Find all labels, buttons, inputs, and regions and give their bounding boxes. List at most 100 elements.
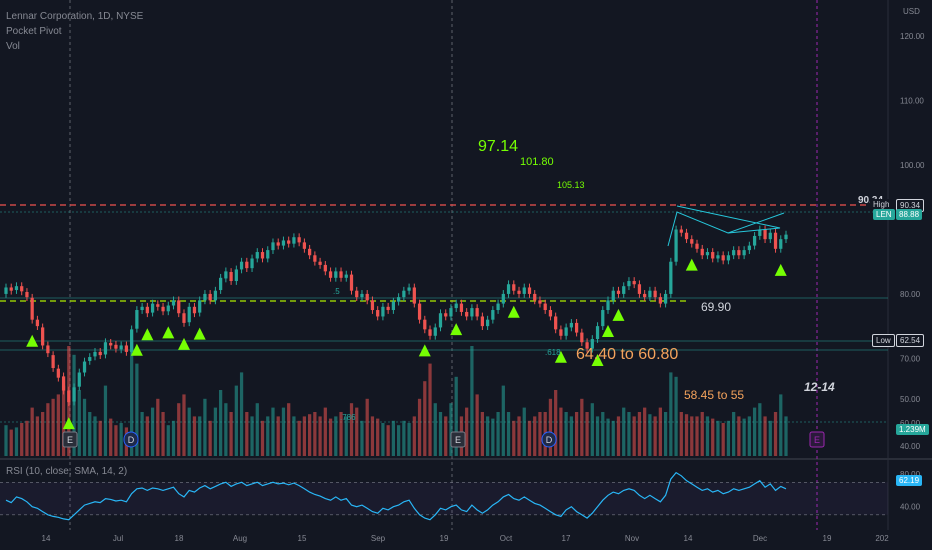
candle-body xyxy=(177,300,181,314)
pocket-pivot-marker xyxy=(418,344,431,357)
volume-bar xyxy=(470,346,474,456)
volume-bar xyxy=(334,416,338,456)
candle-body xyxy=(255,252,259,259)
volume-bar xyxy=(412,416,416,456)
volume-bar xyxy=(30,407,34,456)
candle-body xyxy=(449,308,453,317)
candle-body xyxy=(124,345,129,352)
candle-body xyxy=(77,372,81,387)
candle-body xyxy=(156,304,160,307)
fib-zone-label: 64.40 to 60.80 xyxy=(576,346,679,363)
volume-bar xyxy=(140,412,144,456)
volume-bar xyxy=(109,418,113,456)
last-price-tag: 88.88 xyxy=(896,209,923,220)
volume-bar xyxy=(318,416,322,456)
volume-bar xyxy=(365,398,369,456)
volume-bar xyxy=(538,412,542,456)
volume-bar xyxy=(156,398,160,456)
volume-bar xyxy=(465,407,469,456)
candle-body xyxy=(705,252,710,256)
candle-body xyxy=(365,293,369,301)
candle-body xyxy=(323,264,327,272)
volume-bar xyxy=(219,390,223,456)
time-tick-label: 19 xyxy=(823,534,832,543)
volume-bar xyxy=(527,420,532,456)
volume-bar xyxy=(585,412,589,456)
volume-bar xyxy=(386,425,390,456)
candle-body xyxy=(88,357,92,361)
candle-body xyxy=(684,232,689,240)
indicator-pocket-pivot: Pocket Pivot xyxy=(6,26,62,37)
candle-body xyxy=(522,287,526,294)
candle-body xyxy=(198,300,202,313)
volume-bar xyxy=(72,354,76,456)
candle-body xyxy=(622,286,626,294)
candle-body xyxy=(402,290,406,298)
volume-bar xyxy=(480,412,484,456)
candle-body xyxy=(758,229,762,236)
volume-bar xyxy=(648,414,652,456)
volume-bar xyxy=(695,416,699,456)
candle-body xyxy=(517,290,521,294)
candle-body xyxy=(475,308,479,317)
fib-0-5-label: .5 xyxy=(333,287,340,296)
volume-bar xyxy=(726,420,731,456)
pocket-pivot-marker xyxy=(26,334,39,347)
candle-body xyxy=(140,306,144,311)
volume-bar xyxy=(302,416,307,456)
price-tick-label: 40.00 xyxy=(900,442,921,451)
candle-body xyxy=(637,284,642,294)
volume-bar xyxy=(114,425,118,456)
volume-bar xyxy=(287,403,291,456)
target-annotation-2: 101.80 xyxy=(520,156,554,168)
candle-body xyxy=(187,306,191,323)
volume-bar xyxy=(192,416,197,456)
volume-bar xyxy=(752,407,757,456)
volume-bar xyxy=(77,390,81,456)
candle-body xyxy=(93,351,97,357)
volume-bar xyxy=(742,418,746,456)
event-badge-letter: E xyxy=(814,435,820,445)
candle-body xyxy=(308,248,312,256)
event-badge-letter: E xyxy=(455,435,461,445)
volume-bar xyxy=(41,412,45,456)
volume-bar xyxy=(506,412,511,456)
candle-body xyxy=(114,344,118,349)
candle-body xyxy=(742,250,746,256)
volume-bar xyxy=(360,420,364,456)
time-tick-label: Jul xyxy=(113,534,123,543)
volume-bar xyxy=(171,420,176,456)
candle-body xyxy=(318,261,322,265)
pocket-pivot-marker xyxy=(141,328,154,341)
candle-body xyxy=(30,297,34,320)
candle-body xyxy=(501,293,505,304)
chart-title: Lennar Corporation, 1D, NYSE xyxy=(6,11,144,22)
volume-bar xyxy=(627,412,631,456)
pocket-pivot-marker xyxy=(602,325,615,338)
volume-bar xyxy=(182,394,186,456)
candle-body xyxy=(396,297,401,302)
candle-body xyxy=(512,284,516,291)
candle-body xyxy=(161,306,165,312)
candle-body xyxy=(46,345,50,354)
rsi-line xyxy=(5,471,787,521)
candle-body xyxy=(271,242,275,251)
candle-body xyxy=(328,271,333,278)
candle-body xyxy=(35,319,40,327)
candle-body xyxy=(412,287,416,304)
volume-bar xyxy=(61,385,66,456)
volume-bar xyxy=(417,398,422,456)
candle-body xyxy=(355,290,359,298)
volume-bar xyxy=(229,412,233,456)
volume-bar xyxy=(349,403,354,456)
candle-body xyxy=(349,274,354,291)
candle-body xyxy=(4,287,8,294)
candle-body xyxy=(245,261,249,269)
candle-body xyxy=(20,286,24,292)
earnings-badge xyxy=(450,431,466,448)
candle-body xyxy=(480,316,484,327)
candle-body xyxy=(506,284,511,294)
candle-body xyxy=(98,351,102,356)
volume-bar xyxy=(276,416,280,456)
